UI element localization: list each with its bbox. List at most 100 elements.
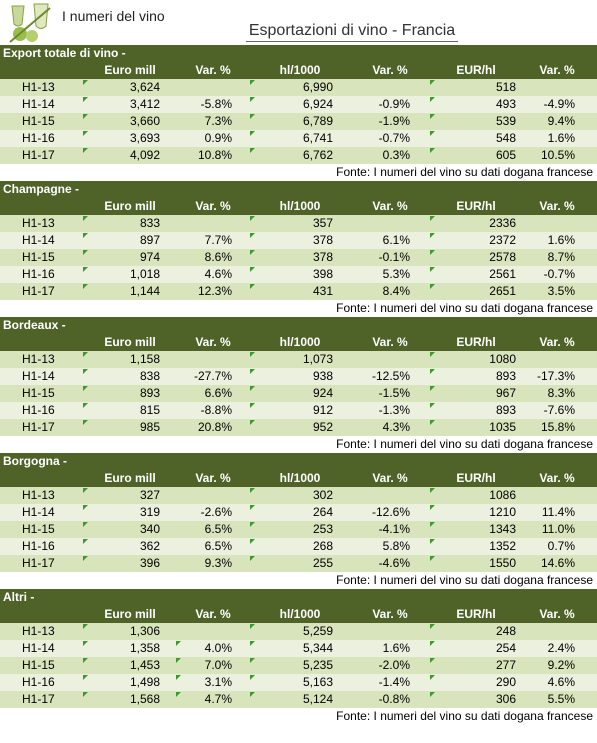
column-header: Var. % bbox=[539, 199, 575, 213]
section-header bbox=[0, 45, 597, 62]
table-cell: 11.4% bbox=[541, 505, 575, 519]
column-header-row bbox=[0, 334, 597, 351]
table-cell: -12.6% bbox=[371, 505, 410, 519]
table-cell: 2372 bbox=[489, 233, 516, 247]
table-row bbox=[0, 521, 597, 538]
table-row bbox=[0, 402, 597, 419]
cell-indicator bbox=[83, 692, 88, 697]
table-cell: 6.1% bbox=[382, 233, 410, 247]
table-cell: 974 bbox=[139, 250, 160, 264]
cell-indicator bbox=[250, 97, 255, 102]
section-title: Altri - bbox=[3, 590, 35, 604]
column-header: Var. % bbox=[195, 199, 231, 213]
table-cell: 302 bbox=[312, 488, 333, 502]
row-label: H1-17 bbox=[22, 284, 55, 298]
table-cell: 2561 bbox=[489, 267, 516, 281]
row-label: H1-17 bbox=[22, 692, 55, 706]
row-label: H1-16 bbox=[22, 131, 55, 145]
cell-indicator bbox=[430, 658, 435, 663]
row-label: H1-15 bbox=[22, 250, 55, 264]
row-label: H1-13 bbox=[22, 80, 55, 94]
cell-indicator bbox=[83, 80, 88, 85]
table-cell: -2.6% bbox=[200, 505, 232, 519]
table-cell: 8.6% bbox=[204, 250, 232, 264]
table-cell: 838 bbox=[139, 369, 160, 383]
table-row bbox=[0, 96, 597, 113]
cell-indicator bbox=[430, 505, 435, 510]
cell-indicator bbox=[430, 675, 435, 680]
row-label: H1-13 bbox=[22, 624, 55, 638]
table-cell: 6.5% bbox=[204, 522, 232, 536]
column-header: hl/1000 bbox=[279, 471, 321, 485]
source-note: Fonte: I numeri del vino su dati dogana … bbox=[336, 165, 593, 179]
column-header: Var. % bbox=[195, 607, 231, 621]
cell-indicator bbox=[430, 131, 435, 136]
table-cell: 9.4% bbox=[547, 114, 575, 128]
cell-indicator bbox=[250, 284, 255, 289]
table-cell: -1.5% bbox=[378, 386, 410, 400]
cell-indicator bbox=[430, 216, 435, 221]
table-cell: 0.3% bbox=[382, 148, 410, 162]
table-cell: 248 bbox=[495, 624, 516, 638]
table-cell: 4.7% bbox=[204, 692, 232, 706]
table-cell: 20.8% bbox=[197, 420, 232, 434]
table-cell: 357 bbox=[312, 216, 333, 230]
source-note: Fonte: I numeri del vino su dati dogana … bbox=[336, 437, 593, 451]
table-cell: 277 bbox=[495, 658, 516, 672]
table-cell: 3,660 bbox=[129, 114, 160, 128]
column-header: hl/1000 bbox=[279, 63, 321, 77]
cell-indicator bbox=[250, 386, 255, 391]
table-row bbox=[0, 79, 597, 96]
cell-indicator bbox=[83, 250, 88, 255]
table-cell: 897 bbox=[139, 233, 160, 247]
cell-indicator bbox=[250, 216, 255, 221]
table-cell: 3,693 bbox=[129, 131, 160, 145]
cell-indicator bbox=[430, 692, 435, 697]
table-cell: 967 bbox=[495, 386, 516, 400]
table-cell: -0.1% bbox=[378, 250, 410, 264]
column-header: hl/1000 bbox=[279, 199, 321, 213]
row-label: H1-16 bbox=[22, 267, 55, 281]
table-row bbox=[0, 232, 597, 249]
column-header: Var. % bbox=[372, 63, 408, 77]
table-cell: 9.2% bbox=[547, 658, 575, 672]
column-header: Euro mill bbox=[104, 63, 156, 77]
table-cell: 985 bbox=[139, 420, 160, 434]
row-label: H1-14 bbox=[22, 369, 55, 383]
table-cell: -4.9% bbox=[543, 97, 575, 111]
table-cell: 1,018 bbox=[129, 267, 160, 281]
table-cell: 1,358 bbox=[129, 641, 160, 655]
table-cell: 1,158 bbox=[129, 352, 160, 366]
table-cell: 1,144 bbox=[129, 284, 160, 298]
cell-indicator bbox=[250, 692, 255, 697]
table-cell: 6,762 bbox=[302, 148, 333, 162]
cell-indicator bbox=[430, 624, 435, 629]
cell-indicator bbox=[83, 420, 88, 425]
table-cell: 518 bbox=[495, 80, 516, 94]
cell-indicator bbox=[430, 539, 435, 544]
column-header: Var. % bbox=[539, 607, 575, 621]
table-cell: 1343 bbox=[489, 522, 516, 536]
table-cell: 924 bbox=[312, 386, 333, 400]
source-note: Fonte: I numeri del vino su dati dogana … bbox=[336, 301, 593, 315]
cell-indicator bbox=[430, 386, 435, 391]
column-header: Var. % bbox=[195, 471, 231, 485]
column-header: Euro mill bbox=[104, 471, 156, 485]
cell-indicator bbox=[250, 505, 255, 510]
table-cell: -7.6% bbox=[543, 403, 575, 417]
table-row bbox=[0, 283, 597, 300]
table-row bbox=[0, 691, 597, 708]
table-cell: -17.3% bbox=[536, 369, 575, 383]
table-cell: 15.8% bbox=[540, 420, 575, 434]
cell-indicator bbox=[176, 641, 181, 646]
table-row bbox=[0, 147, 597, 164]
cell-indicator bbox=[430, 148, 435, 153]
table-cell: 912 bbox=[312, 403, 333, 417]
table-cell: 268 bbox=[312, 539, 333, 553]
section-header bbox=[0, 181, 597, 198]
cell-indicator bbox=[83, 624, 88, 629]
cell-indicator bbox=[250, 80, 255, 85]
table-cell: 362 bbox=[139, 539, 160, 553]
table-cell: 1.6% bbox=[382, 641, 410, 655]
